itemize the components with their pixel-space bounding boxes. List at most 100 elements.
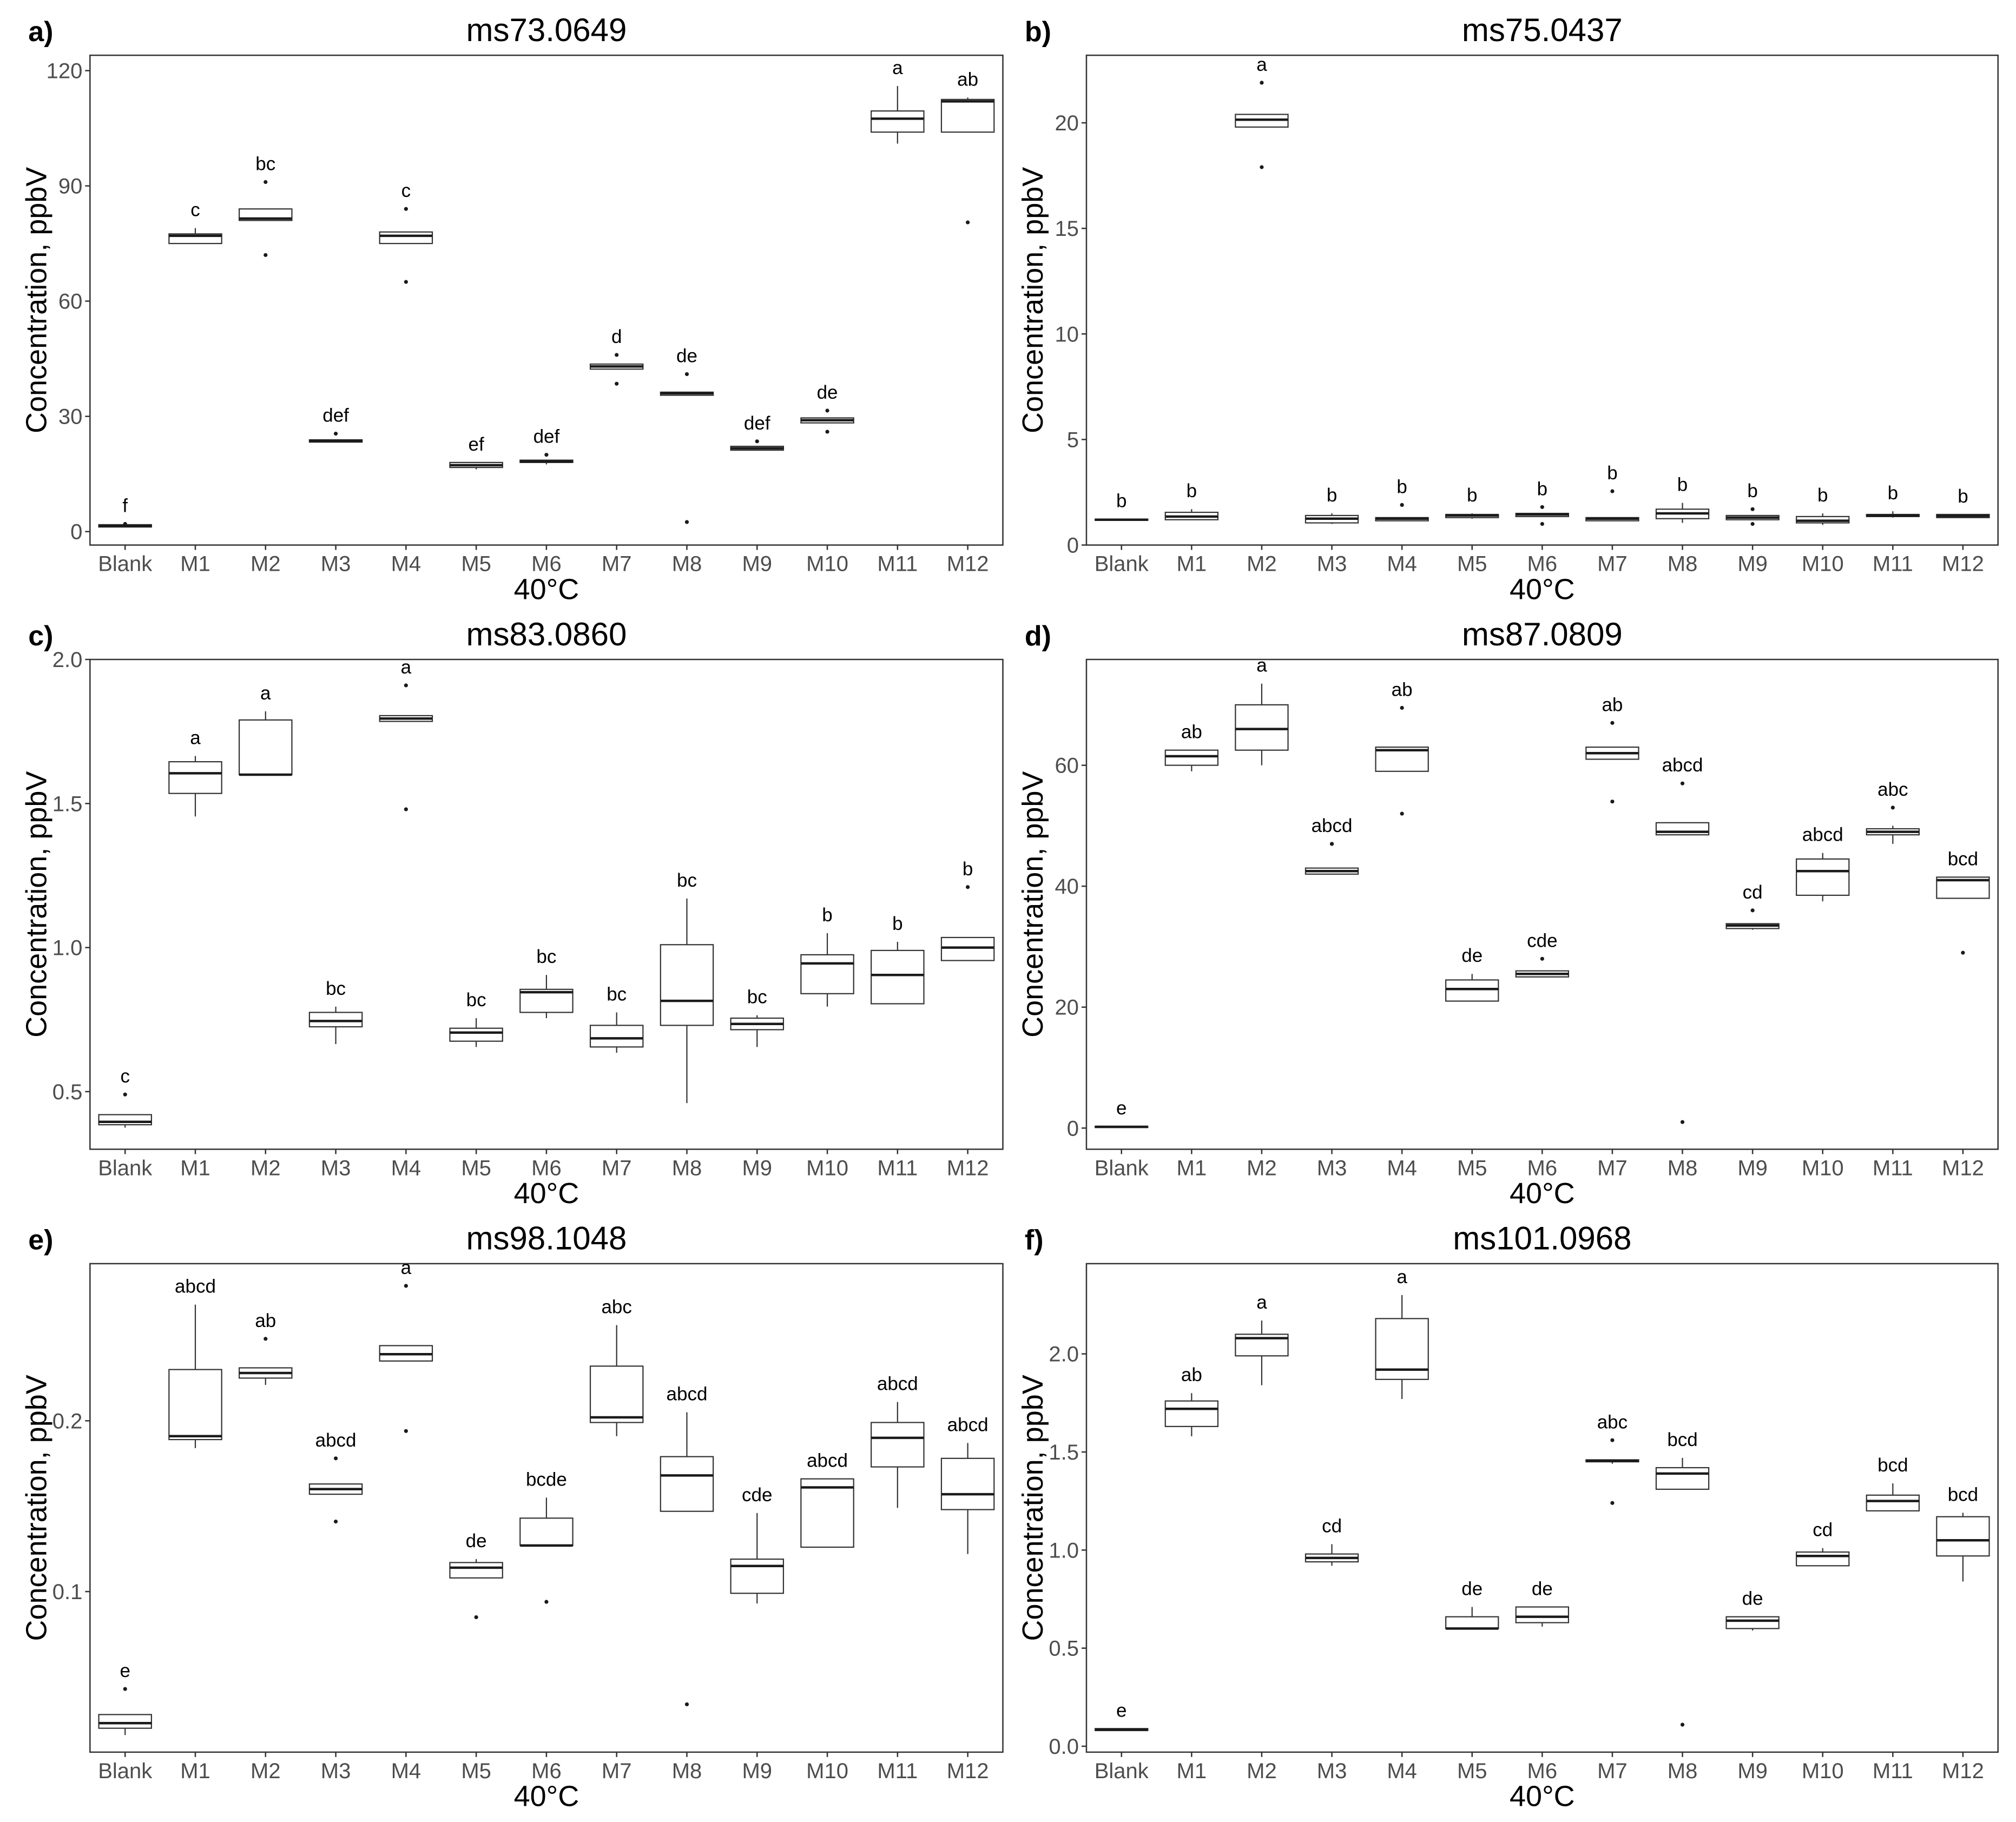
box-body	[168, 1369, 222, 1441]
x-tick-label: M12	[1942, 1759, 1984, 1783]
y-tick-label: 0.1	[52, 1580, 83, 1604]
x-tick-label: M2	[251, 552, 281, 576]
y-tick-label: 0	[1067, 534, 1079, 558]
box-M11: abcd	[871, 1374, 925, 1508]
outlier-point	[474, 1615, 478, 1620]
x-tick-label: M3	[1317, 1759, 1347, 1783]
significance-letter: bcde	[526, 1469, 567, 1490]
box-M5: b	[1445, 485, 1499, 519]
outlier-point	[1260, 81, 1264, 85]
y-tick-label: 0	[70, 520, 82, 544]
y-axis-label: Concentration, ppbV	[1017, 1375, 1049, 1641]
x-tick-label: M7	[1597, 1759, 1628, 1783]
x-tick-label: M10	[806, 1156, 848, 1180]
significance-letter: abcd	[1312, 815, 1353, 836]
x-tick-label: M7	[602, 1759, 632, 1783]
box-Blank: f	[98, 495, 152, 528]
outlier-point	[966, 220, 970, 225]
y-tick-label: 40	[1055, 875, 1079, 899]
box-body	[379, 231, 433, 245]
significance-letter: b	[1116, 491, 1126, 512]
significance-letter: abcd	[1662, 755, 1703, 776]
box-body	[800, 1478, 854, 1548]
significance-letter: abc	[1597, 1411, 1628, 1432]
x-tick-label: M11	[877, 552, 918, 576]
box-Blank: e	[98, 1660, 152, 1735]
x-tick-label: M8	[672, 1156, 702, 1180]
box-body	[940, 98, 995, 133]
x-tick-label: M4	[1387, 1759, 1417, 1783]
box-M2: a	[239, 683, 293, 776]
box-M6: b	[1515, 478, 1570, 526]
x-tick-label: M6	[531, 552, 562, 576]
box-body	[1235, 704, 1289, 751]
significance-letter: abcd	[667, 1384, 708, 1405]
x-tick-label: M1	[1177, 1156, 1207, 1180]
y-tick-label: 1.0	[52, 936, 83, 960]
outlier-point	[1540, 505, 1544, 509]
outlier-point	[1680, 781, 1685, 785]
x-tick-label: M11	[1873, 1156, 1913, 1180]
outlier-point	[825, 430, 829, 434]
panel-b: b) ms75.0437 Concentration, ppbV 40°C 0 5 10 15…	[1017, 12, 1999, 605]
outlier-point	[404, 1284, 408, 1288]
x-tick-label: M2	[1247, 1156, 1277, 1180]
x-tick-label: M3	[321, 552, 351, 576]
box-body	[168, 761, 222, 794]
significance-letter: bc	[255, 154, 275, 175]
significance-letter: de	[817, 382, 838, 403]
significance-letter: ab	[255, 1310, 276, 1331]
outlier-point	[333, 432, 338, 436]
significance-letter: cde	[742, 1484, 772, 1506]
significance-letter: cde	[1527, 930, 1557, 951]
box-M10: abcd	[800, 1450, 854, 1548]
box-M1: ab	[1164, 722, 1219, 771]
outlier-point	[1540, 521, 1544, 526]
x-tick-label: Blank	[1095, 552, 1149, 576]
box-M7: ab	[1585, 694, 1639, 804]
x-tick-label: M9	[742, 552, 772, 576]
significance-letter: b	[1677, 474, 1688, 495]
x-tick-label: M12	[947, 552, 989, 576]
outlier-point	[544, 453, 549, 457]
significance-letter: a	[1396, 1266, 1407, 1288]
box-M12: bcd	[1936, 848, 1990, 955]
x-tick-label: M11	[877, 1156, 918, 1180]
box-M2: a	[1235, 655, 1289, 765]
x-tick-label: M10	[806, 1759, 848, 1783]
significance-letter: abcd	[315, 1430, 357, 1451]
significance-letter: b	[892, 913, 902, 934]
y-tick-label: 5	[1067, 428, 1079, 452]
significance-letter: c	[190, 200, 200, 221]
outlier-point	[404, 807, 408, 811]
x-tick-label: M12	[947, 1156, 989, 1180]
significance-letter: abcd	[807, 1450, 848, 1471]
significance-letter: bc	[607, 983, 627, 1005]
y-tick-label: 0.2	[52, 1409, 83, 1433]
y-tick-label: 60	[58, 290, 83, 314]
significance-letter: b	[822, 905, 832, 926]
box-M11: bcd	[1866, 1455, 1920, 1511]
box-body	[871, 110, 925, 133]
box-M11: b	[1866, 483, 1920, 518]
box-M12: ab	[940, 69, 995, 225]
significance-letter: b	[1537, 478, 1547, 499]
box-M3: def	[308, 405, 363, 443]
significance-letter: abc	[1877, 779, 1908, 800]
x-tick-label: M1	[180, 1156, 210, 1180]
box-M4: a	[379, 1257, 433, 1433]
x-tick-label: Blank	[1095, 1759, 1149, 1783]
x-tick-label: M8	[672, 552, 702, 576]
panel-d: d) ms87.0809 Concentration, ppbV 40°C 0 20 40 6…	[1017, 616, 1999, 1210]
box-M11: abc	[1866, 779, 1920, 844]
x-tick-label: M5	[461, 552, 491, 576]
box-M8: abcd	[1655, 755, 1710, 1124]
box-M3: b	[1305, 485, 1359, 524]
box-body	[800, 954, 854, 994]
x-tick-label: M11	[1873, 552, 1913, 576]
box-M4: ab	[1375, 679, 1429, 816]
box-body	[449, 1562, 503, 1579]
x-tick-label: M9	[1737, 1156, 1768, 1180]
significance-letter: e	[1116, 1098, 1126, 1119]
box-body	[1796, 1551, 1850, 1567]
